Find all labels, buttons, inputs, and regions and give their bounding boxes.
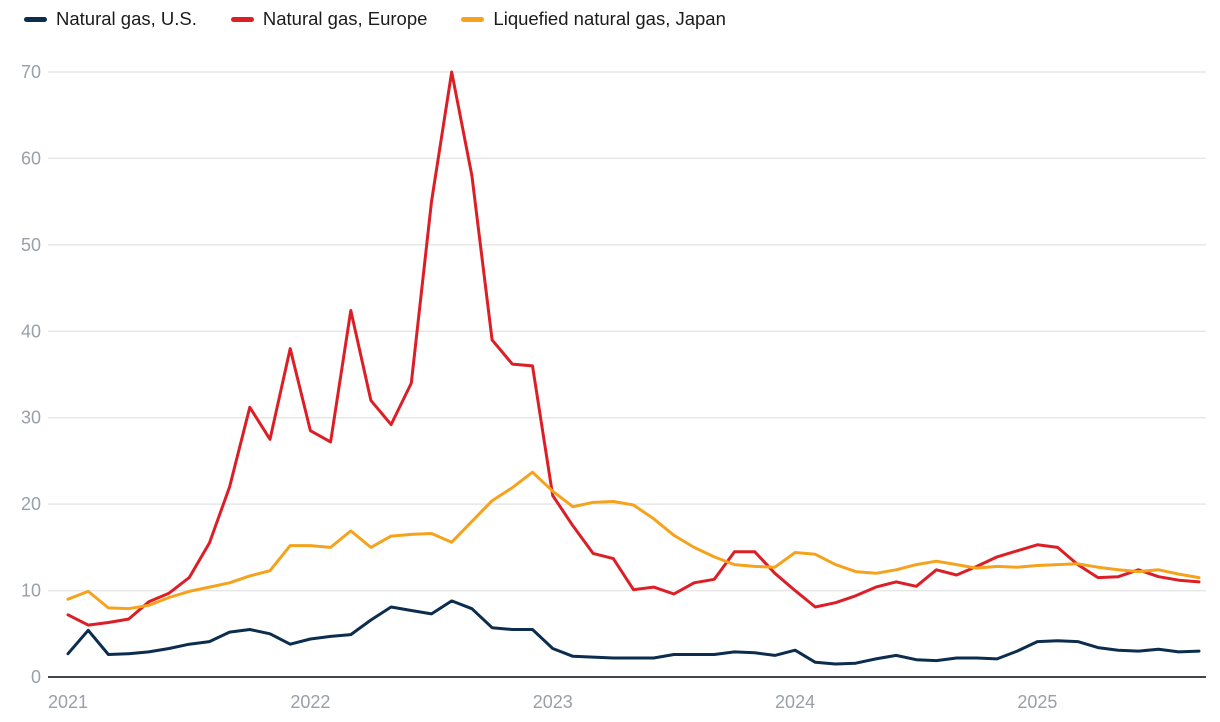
y-tick-label-50: 50 <box>21 235 41 255</box>
y-tick-label-10: 10 <box>21 581 41 601</box>
y-tick-label-20: 20 <box>21 494 41 514</box>
y-tick-label-60: 60 <box>21 148 41 168</box>
chart-legend: Natural gas, U.S. Natural gas, Europe Li… <box>24 8 726 29</box>
x-tick-label-2021: 2021 <box>48 692 88 712</box>
series-line-japan <box>66 470 1201 611</box>
legend-swatch-europe-icon <box>230 16 254 22</box>
legend-label-europe: Natural gas, Europe <box>262 8 428 29</box>
legend-swatch-us-icon <box>24 16 47 22</box>
y-tick-label-0: 0 <box>31 667 41 687</box>
legend-label-us: Natural gas, U.S. <box>56 8 197 29</box>
x-tick-label-2022: 2022 <box>290 692 330 712</box>
series-line-us <box>66 599 1201 666</box>
y-tick-label-70: 70 <box>21 62 41 82</box>
y-tick-label-30: 30 <box>21 408 41 428</box>
legend-label-japan: Liquefied natural gas, Japan <box>493 8 726 29</box>
legend-item-us: Natural gas, U.S. <box>24 8 197 29</box>
y-tick-label-40: 40 <box>21 321 41 341</box>
x-tick-label-2023: 2023 <box>533 692 573 712</box>
legend-swatch-japan-icon <box>461 16 485 22</box>
x-tick-label-2024: 2024 <box>775 692 815 712</box>
series-line-europe <box>66 70 1201 627</box>
x-tick-label-2025: 2025 <box>1017 692 1057 712</box>
legend-item-japan: Liquefied natural gas, Japan <box>461 8 726 29</box>
legend-item-europe: Natural gas, Europe <box>230 8 428 29</box>
